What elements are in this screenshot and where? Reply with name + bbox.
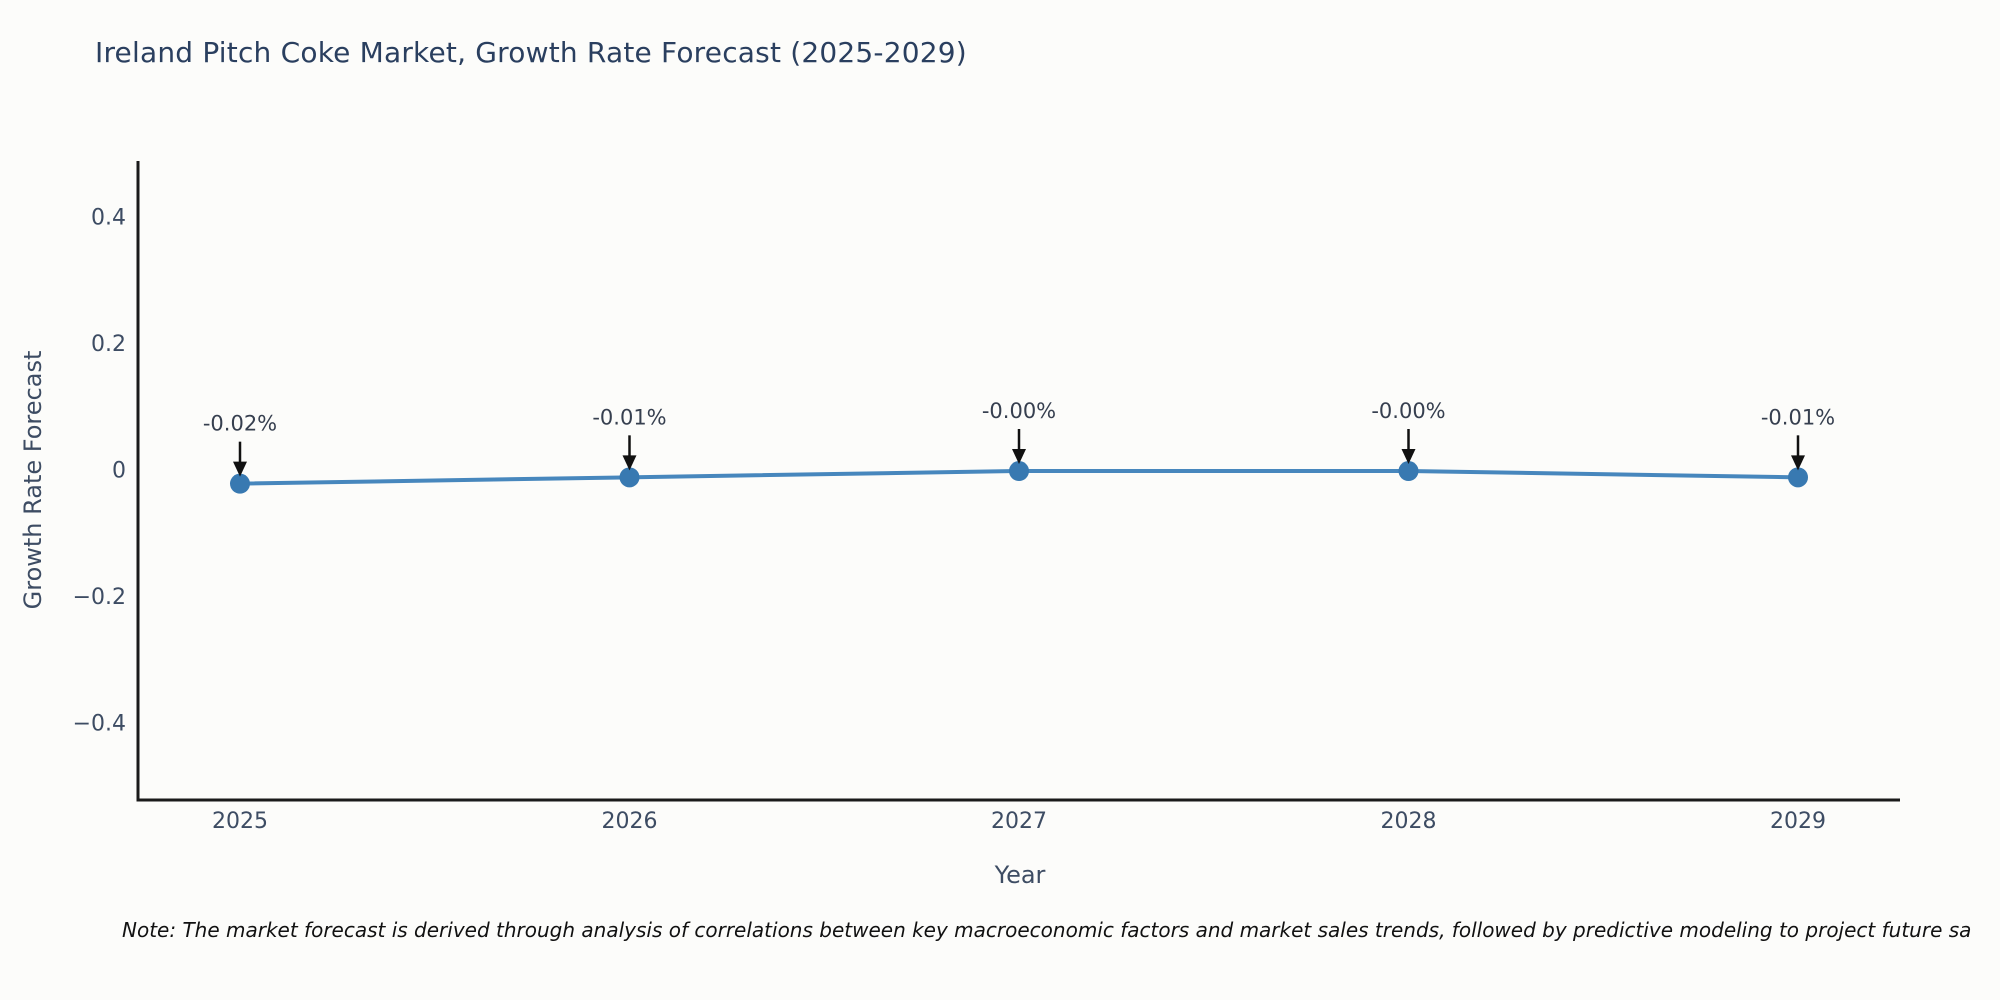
annotation-arrow-head-icon <box>1791 455 1805 471</box>
data-point-marker <box>230 473 250 494</box>
footnote: Note: The market forecast is derived thr… <box>122 918 1972 942</box>
y-axis-title: Growth Rate Forecast <box>19 350 47 610</box>
data-point-marker <box>1009 461 1029 482</box>
annotation-arrow-head-icon <box>622 455 637 471</box>
y-tick-label: −0.2 <box>73 585 126 610</box>
annotation-arrow-head-icon <box>1012 449 1026 465</box>
x-tick-label: 2027 <box>991 809 1047 834</box>
annotation-arrow-head-icon <box>1401 449 1416 465</box>
data-point-marker <box>1398 461 1419 482</box>
x-tick-label: 2029 <box>1770 809 1826 834</box>
y-tick-label: −0.4 <box>73 712 126 737</box>
annotation-label: -0.01% <box>592 405 666 429</box>
annotation-label: -0.00% <box>1371 399 1445 423</box>
chart-title: Ireland Pitch Coke Market, Growth Rate F… <box>95 36 967 69</box>
y-tick-label: 0 <box>112 459 126 484</box>
data-point-marker <box>619 467 640 488</box>
annotation-label: -0.01% <box>1761 405 1835 429</box>
annotation-arrow-head-icon <box>233 461 247 477</box>
x-axis-title: Year <box>994 861 1046 889</box>
annotation-label: -0.02% <box>203 412 277 436</box>
annotation-label: -0.00% <box>982 399 1056 423</box>
x-tick-label: 2025 <box>212 809 268 834</box>
y-tick-label: 0.2 <box>91 332 126 357</box>
x-tick-label: 2028 <box>1381 809 1437 834</box>
x-tick-label: 2026 <box>602 809 658 834</box>
y-tick-label: 0.4 <box>91 205 126 230</box>
data-point-marker <box>1788 467 1808 488</box>
